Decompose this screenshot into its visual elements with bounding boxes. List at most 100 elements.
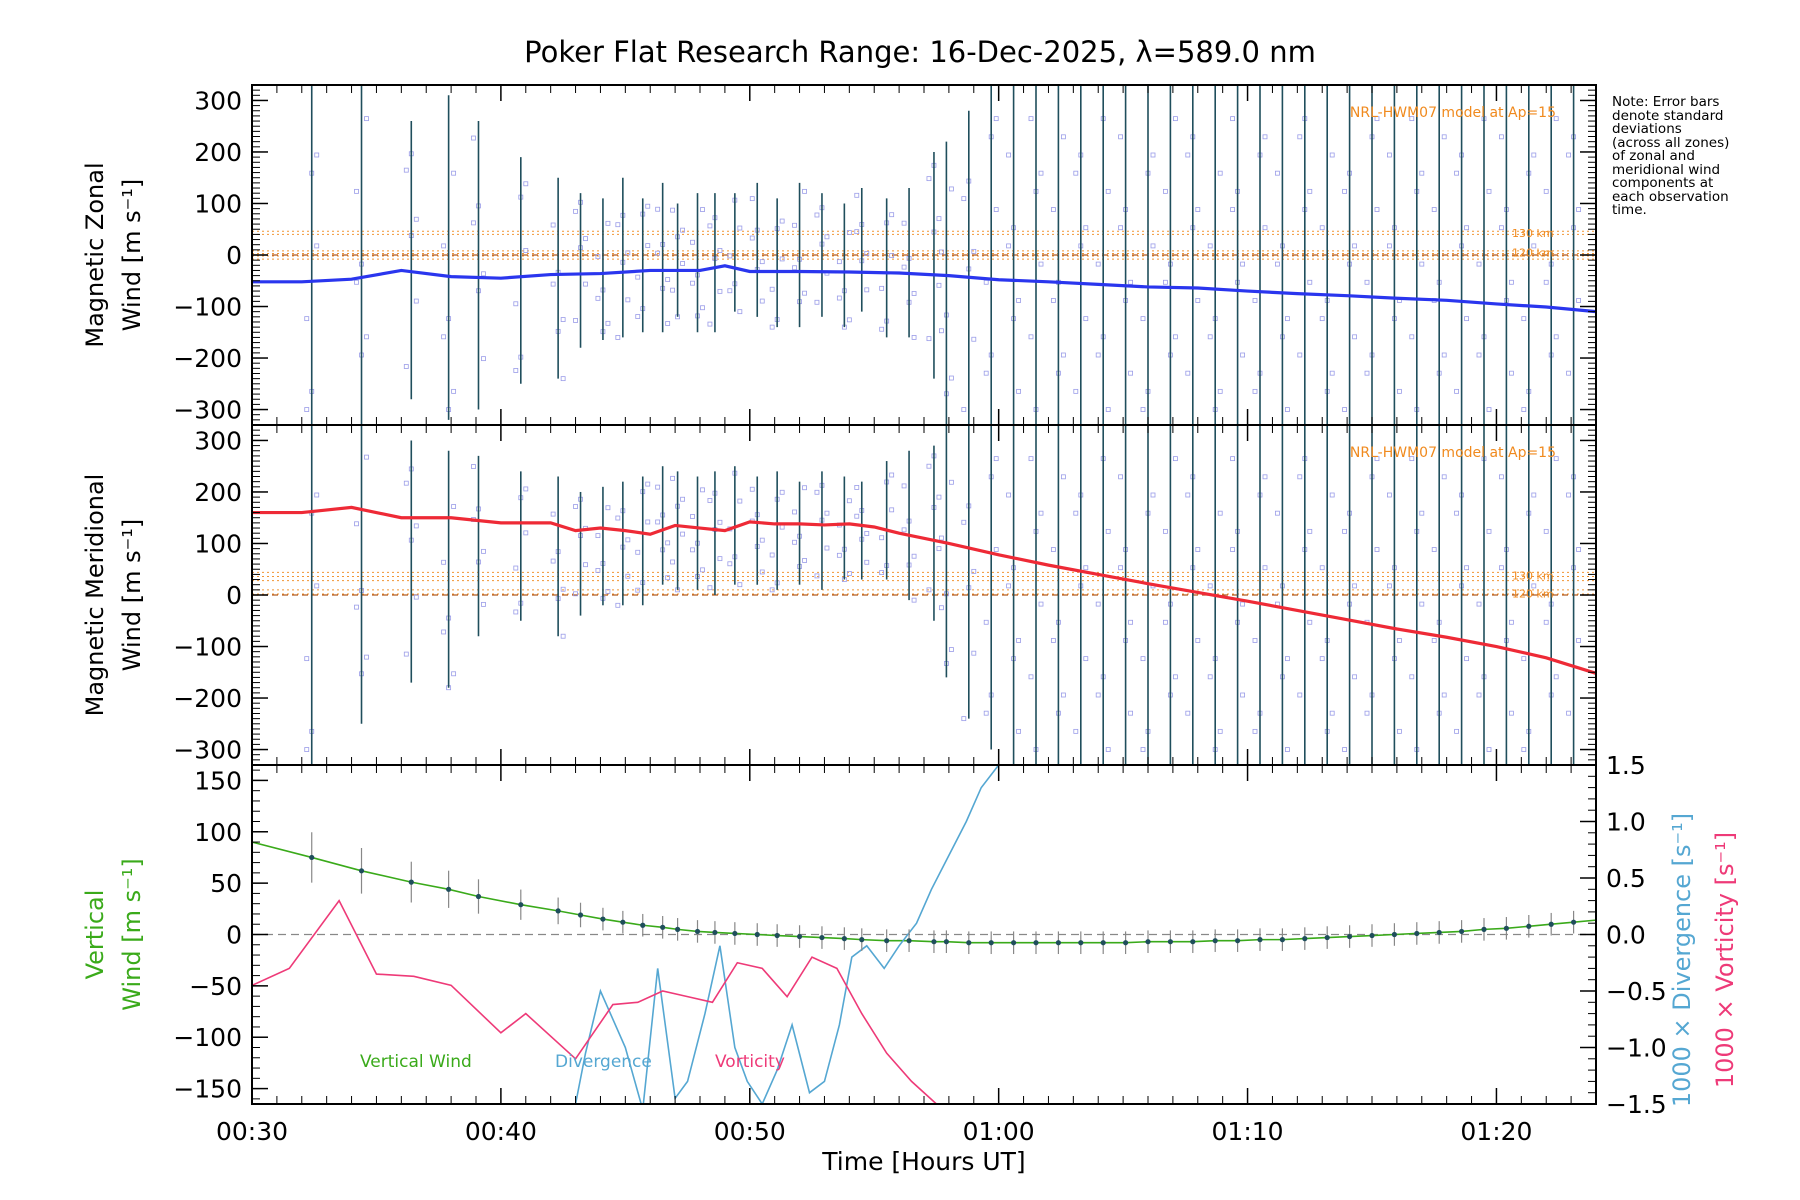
sample-point (1397, 638, 1402, 643)
data-point (1347, 933, 1353, 940)
sample-point (615, 515, 621, 521)
sample-point (451, 504, 457, 509)
y-tick-label: 100 (194, 529, 242, 558)
sample-point (1195, 207, 1201, 212)
sample-point (645, 481, 651, 487)
data-point (1526, 923, 1532, 929)
y-tick-label: 0 (226, 241, 242, 270)
sample-point (1319, 316, 1325, 322)
sample-point (1185, 492, 1191, 498)
sample-point (1173, 674, 1178, 680)
sample-point (1486, 188, 1492, 194)
model-level-label: 130 km (1512, 569, 1554, 582)
y-tick-label: 300 (194, 86, 242, 115)
sample-point (971, 650, 977, 656)
sample-point (1240, 352, 1245, 358)
sample-point (1285, 316, 1290, 322)
data-point (1459, 928, 1465, 935)
sample-point (680, 227, 685, 233)
sample-point (889, 253, 895, 259)
sample-point (1374, 456, 1380, 462)
sample-point (1464, 316, 1469, 322)
sample-point (1006, 243, 1011, 249)
sample-point (1397, 388, 1402, 394)
sample-point (1016, 298, 1021, 303)
sample-point (550, 222, 556, 228)
sample-point (814, 489, 820, 495)
sample-point (911, 335, 917, 340)
sample-point (824, 545, 830, 551)
sample-point (1419, 601, 1425, 607)
sample-point (1509, 279, 1514, 285)
vertical-panel: −150 −100 −50 0 50 100 150 −1.5 −1.0 −0.5 0.0 0.5 1.… (81, 751, 1739, 1176)
sample-point (1441, 134, 1447, 140)
sample-point (949, 375, 954, 381)
sample-point (513, 609, 519, 615)
sample-point (779, 489, 785, 495)
sample-point (635, 549, 641, 555)
sample-point (759, 569, 765, 575)
sample-point (403, 480, 409, 486)
sample-point (1128, 619, 1133, 625)
sample-point (441, 334, 447, 340)
sample-point (779, 218, 785, 224)
sample-point (727, 253, 733, 259)
sample-point (1118, 474, 1123, 480)
sample-point (1387, 152, 1392, 158)
data-point (841, 936, 847, 942)
sample-point (1499, 134, 1504, 140)
model-level-label: 130 km (1512, 227, 1554, 240)
sample-point (901, 264, 907, 270)
sample-point (1173, 456, 1178, 462)
series-line (252, 264, 1596, 314)
data-point (1279, 937, 1285, 943)
sample-point (1252, 298, 1258, 303)
sample-point (1240, 692, 1245, 698)
sample-point (1016, 638, 1021, 643)
data-point (600, 916, 606, 922)
sample-point (635, 274, 641, 280)
sample-point (573, 504, 578, 509)
sample-point (1028, 334, 1034, 340)
sample-point (936, 494, 942, 500)
sample-point (655, 519, 661, 525)
y-tick-label: 0 (226, 581, 242, 610)
sample-point (441, 629, 447, 635)
sample-point (1431, 207, 1437, 212)
note-line: each observation (1612, 188, 1729, 205)
sample-point (1297, 474, 1303, 480)
data-point (1302, 936, 1308, 942)
sample-point (1374, 116, 1380, 122)
sample-point (700, 305, 705, 311)
sample-point (727, 288, 733, 294)
sample-point (707, 585, 713, 591)
note-line: Note: Error bars (1612, 94, 1720, 110)
sample-point (1163, 188, 1168, 194)
sample-point (605, 320, 611, 326)
legend-entry: Vorticity (715, 1052, 785, 1072)
sample-point (1207, 583, 1213, 589)
y-tick-label: −50 (189, 972, 242, 1001)
sample-point (1073, 388, 1079, 394)
data-point (1100, 940, 1106, 946)
sample-point (1230, 547, 1235, 552)
data-point (640, 922, 646, 928)
sample-point (854, 513, 860, 519)
sample-point (1566, 370, 1571, 376)
sample-point (513, 565, 519, 571)
sample-point (1095, 261, 1101, 267)
sample-point (513, 368, 519, 373)
sample-point (354, 604, 359, 610)
sample-point (413, 523, 419, 529)
data-point (1414, 930, 1420, 937)
sample-point (1230, 116, 1235, 122)
sample-point (625, 573, 631, 579)
sample-point (1521, 656, 1527, 662)
sample-point (413, 298, 419, 304)
sample-point (595, 254, 601, 260)
sample-point (717, 248, 723, 253)
sample-point (1342, 188, 1347, 194)
sample-point (523, 181, 529, 187)
sample-point (1543, 619, 1549, 625)
data-point (754, 931, 760, 938)
